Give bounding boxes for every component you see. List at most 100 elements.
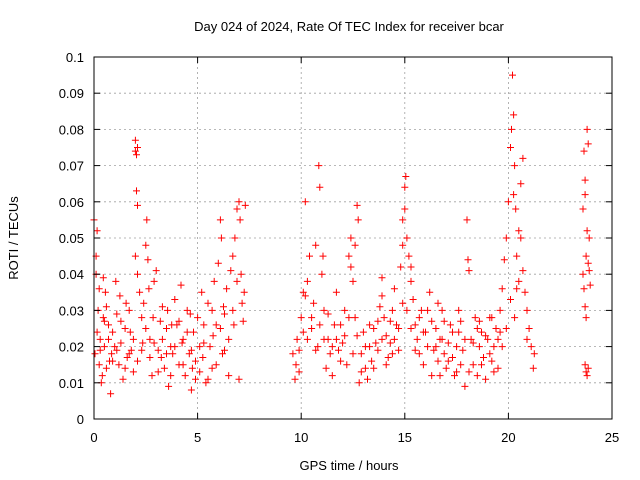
data-point (237, 270, 245, 278)
data-point (388, 306, 396, 314)
data-point (160, 364, 168, 372)
data-point (403, 306, 411, 314)
data-point (469, 339, 477, 347)
data-point (117, 339, 125, 347)
data-point (494, 335, 502, 343)
data-point (231, 234, 239, 242)
data-point (417, 306, 425, 314)
data-point (341, 306, 349, 314)
data-point (314, 343, 322, 351)
data-point (438, 335, 446, 343)
data-point (134, 201, 141, 209)
data-point (214, 259, 222, 267)
data-point (374, 346, 382, 354)
data-point (585, 234, 593, 242)
data-point (473, 372, 481, 380)
data-point (142, 241, 150, 249)
data-point (194, 314, 202, 322)
data-point (407, 277, 415, 285)
data-point (582, 252, 590, 260)
data-point (149, 314, 157, 322)
data-point (436, 372, 444, 380)
data-point (523, 306, 531, 314)
data-point (380, 314, 388, 322)
data-point (183, 306, 191, 314)
data-point (144, 256, 152, 264)
data-point (500, 256, 508, 264)
x-tick-label: 20 (501, 430, 515, 445)
data-point (196, 343, 204, 351)
data-point (209, 332, 217, 340)
data-point (382, 361, 390, 369)
data-point (167, 372, 175, 380)
data-point (492, 325, 500, 332)
data-point (527, 343, 535, 351)
data-points (90, 71, 594, 398)
data-point (580, 147, 588, 155)
data-point (133, 187, 140, 195)
data-point (217, 234, 225, 242)
data-point (355, 379, 363, 387)
data-point (464, 256, 472, 264)
data-point (393, 321, 400, 329)
data-point (113, 346, 121, 354)
y-tick-label: 0.09 (59, 86, 84, 101)
data-point (200, 321, 208, 329)
data-point (312, 241, 320, 249)
data-point (494, 364, 502, 372)
data-point (475, 317, 483, 325)
data-point (332, 335, 340, 343)
data-point (113, 310, 121, 318)
data-point (95, 285, 103, 293)
data-point (233, 277, 241, 285)
data-point (199, 354, 207, 361)
data-point (517, 234, 525, 242)
data-point (99, 314, 107, 322)
data-point (241, 201, 249, 209)
data-point (335, 346, 342, 354)
data-point (163, 325, 170, 332)
data-point (297, 314, 305, 322)
data-point (206, 343, 214, 351)
data-point (357, 368, 365, 376)
data-point (507, 144, 514, 151)
data-point (525, 325, 533, 332)
data-point (486, 350, 494, 358)
data-point (512, 205, 520, 213)
data-point (318, 270, 326, 278)
data-point (467, 335, 475, 343)
data-point (337, 357, 345, 365)
data-point (216, 325, 224, 332)
data-point (190, 328, 197, 336)
data-point (343, 361, 351, 369)
data-point (384, 354, 392, 361)
data-point (179, 335, 187, 343)
data-point (148, 372, 156, 380)
data-point (308, 314, 316, 322)
data-point (326, 350, 334, 358)
data-point (584, 364, 592, 372)
data-point (461, 382, 469, 390)
data-point (235, 198, 243, 206)
data-point (187, 346, 195, 354)
data-point (236, 216, 244, 224)
data-point (142, 325, 150, 332)
data-point (235, 375, 243, 383)
y-tick-label: 0.01 (59, 376, 84, 391)
data-point (95, 361, 103, 369)
data-point (515, 227, 523, 235)
data-point (204, 299, 212, 307)
x-tick-label: 5 (194, 430, 201, 445)
data-point (584, 140, 592, 148)
data-point (461, 335, 469, 343)
data-point (482, 375, 490, 383)
data-point (390, 285, 398, 293)
data-point (109, 328, 117, 336)
data-point (426, 288, 434, 296)
data-point (154, 368, 162, 376)
data-point (301, 292, 309, 300)
data-point (100, 343, 108, 351)
data-point (488, 357, 496, 365)
data-point (407, 263, 415, 271)
data-point (583, 372, 591, 380)
